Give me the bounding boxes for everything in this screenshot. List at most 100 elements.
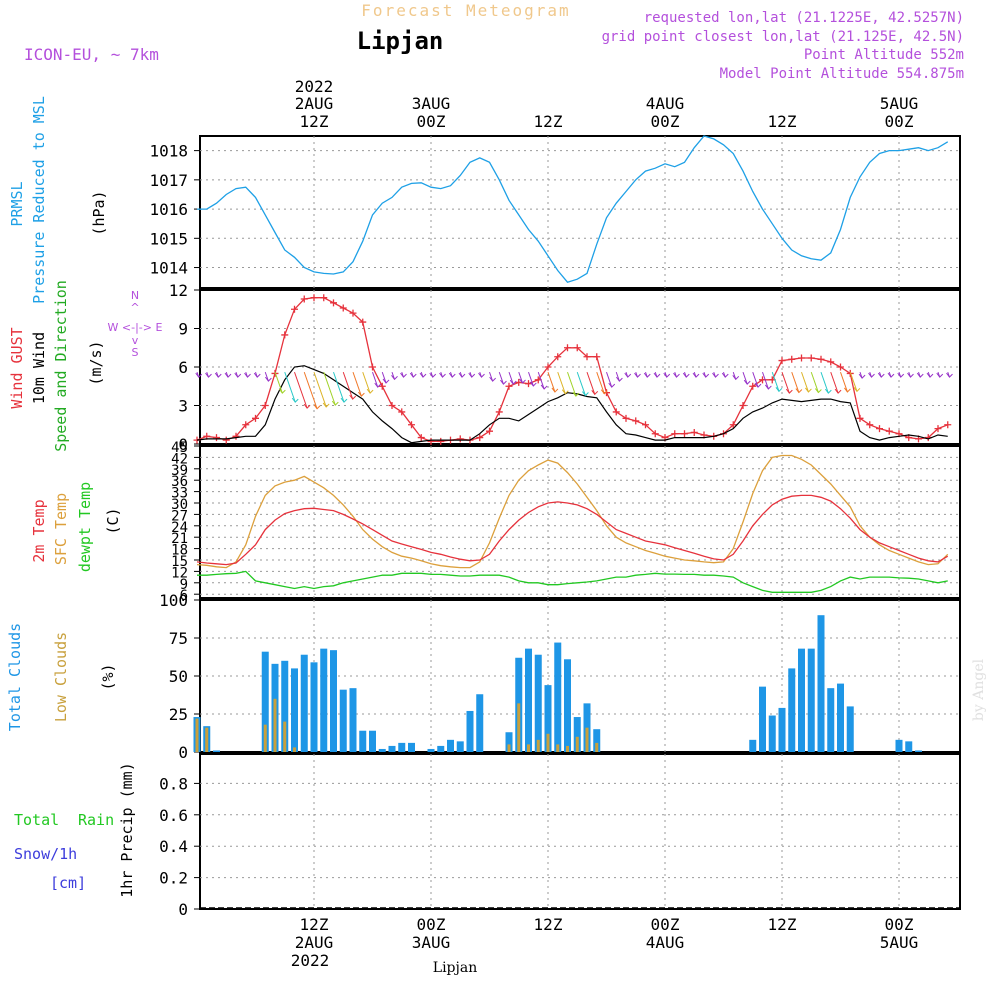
gust-marker [320,294,328,302]
gust-marker [827,358,835,366]
gust-marker [437,437,445,445]
wind-arrow-head [253,372,261,378]
gust-marker [681,430,688,438]
total-cloud-bar [378,748,386,752]
top-hour-label: 00Z [885,112,914,131]
y-tick-label: 27 [171,508,188,524]
wind-arrow-head [608,382,616,388]
wind-direction-arrow [849,371,858,392]
wind-direction-arrow [498,371,504,385]
total-cloud-bar [564,659,571,752]
pressure-labels: PRMSL Pressure Reduced to MSL (hPa) [8,96,108,304]
wind-arrow-head [500,379,507,385]
gust-marker [651,430,659,438]
wind-arrow-head [834,388,842,394]
y-tick-label: 12 [171,565,188,581]
y-tick-label: 15 [171,554,188,570]
y-tick-label: 0.2 [159,869,188,888]
top-hour-label: 12Z [300,112,329,131]
wind-arrow-head [634,372,641,378]
gust-marker [495,408,503,416]
bottom-hour-label: 12Z [768,915,797,934]
total-cloud-bar [593,729,601,752]
top-date-label: 4AUG [646,94,685,113]
wind-arrow-head [331,400,339,406]
point-altitude: Point Altitude 552m [804,47,964,63]
pressure-label-prmsl: PRMSL [8,181,26,226]
low-cloud-bar [517,703,521,752]
gust-marker [798,354,805,362]
low-cloud-bar [527,744,530,752]
compass-rose-icon: N ^ W <-|-> E v S [108,289,163,359]
gust-marker [729,421,737,429]
y-tick-label: 21 [171,531,188,547]
wind-arrow-head [702,372,710,378]
wind-arrow-head [303,403,311,409]
wind-arrow-head [400,372,407,378]
y-tick-label: 1017 [149,171,188,190]
gust-marker [817,355,825,363]
precip-label-cm: [cm] [50,874,86,892]
y-tick-label: 45 [171,440,188,456]
low-cloud-bar [507,744,511,752]
gust-marker [222,436,230,444]
wind-arrow-head [764,384,772,390]
top-date-label: 2AUG [295,94,334,113]
wind-arrow-head [897,372,905,378]
total-cloud-bar [534,654,542,752]
gust-marker [778,357,786,365]
wind-arrow-head [907,372,914,378]
y-tick-labels: 1014101510161017101803691269121518212427… [149,142,188,919]
bottom-date-label: 5AUG [880,933,919,952]
total-cloud-bar [759,686,766,752]
wind-arrow-head [458,372,466,378]
wind-arrow-head [265,376,272,382]
total-cloud-bar [466,710,474,752]
wind-direction-arrow [762,371,769,390]
temp-label-2m: 2m Temp [30,499,48,562]
gust-marker [300,295,308,303]
panel-frame-pressure [199,135,961,289]
wind-arrow-head [877,372,885,378]
gust-marker [612,408,620,416]
wind-arrow-head [721,372,729,378]
wind-arrow-head [916,372,924,378]
gust-marker [690,428,698,436]
wind-arrow-head [529,381,537,387]
total-cloud-bar [310,662,318,752]
wind-arrow-head [600,389,608,395]
y-tick-label: 100 [159,591,188,610]
wind-direction-arrow [362,371,371,394]
gust-marker [408,421,415,429]
total-cloud-bar [261,651,269,752]
wind-direction-arrow [576,371,586,396]
wind-arrow-head [887,372,895,378]
precip-label-total: Total [14,811,59,829]
gust-marker [427,437,435,445]
wind-arrow-head [785,388,793,394]
panel-grids [194,136,960,910]
wind-direction-arrow [791,371,800,393]
wind-labels: Wind GUST 10m Wind Speed and Direction (… [8,280,162,452]
wind-arrow-head [743,379,751,385]
y-tick-label: 42 [171,451,188,467]
footer-location: Lipjan [433,960,477,976]
temp-label-sfc: SFC Temp [52,493,70,565]
cloud-labels: Total Clouds Low Clouds (%) [6,623,117,731]
wind-arrow-head [214,372,222,378]
t2m-line [196,494,949,566]
total-cloud-bar [427,748,435,752]
wind-arrow-head [624,372,632,378]
compass-ew: W <-|-> E [108,321,163,334]
wind-arrow-head [519,378,526,384]
wind-unit: (m/s) [87,340,105,385]
y-tick-label: 0.8 [159,774,188,793]
gust-marker [856,414,864,422]
total-cloud-bar [291,668,298,752]
total-cloud-bar [388,745,396,752]
dewpoint-line [197,570,948,593]
wind-arrow-head [653,372,661,378]
wind-arrow-head [409,372,417,378]
precip-axis-label: 1hr Precip (mm) [118,762,136,897]
wind-arrow-head [844,387,851,393]
